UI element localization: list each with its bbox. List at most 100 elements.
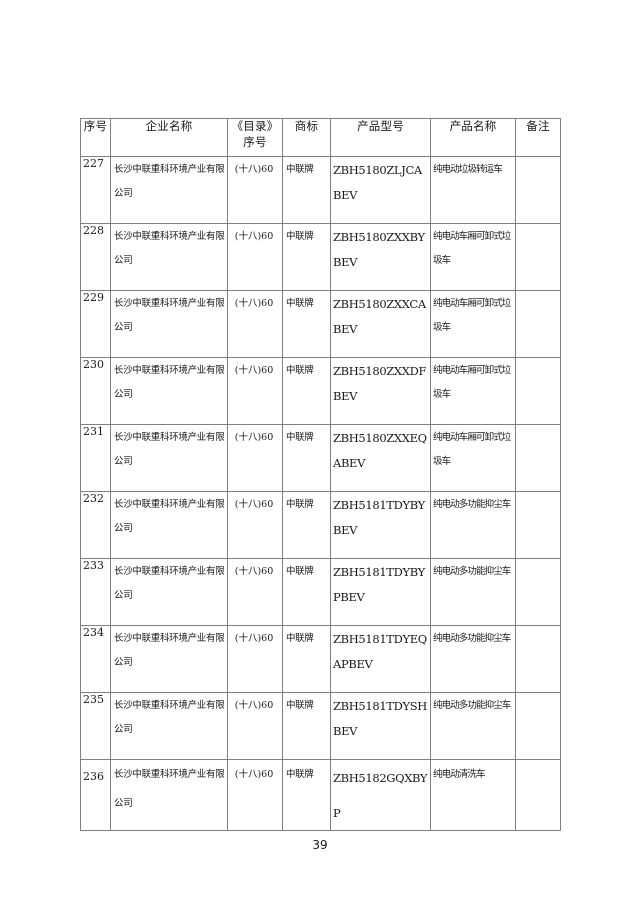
cell-product-text: 纯电动清洗车 (433, 769, 486, 780)
cell-company: 长沙中联重科环境产业有限公司 (110, 156, 228, 224)
cell-remark (515, 692, 561, 760)
column-header-seq-line-1: 序号 (83, 119, 108, 133)
cell-seq-text: 229 (83, 291, 104, 304)
cell-remark-text (516, 626, 560, 627)
cell-remark-text (516, 760, 560, 761)
cell-seq: 228 (80, 223, 111, 291)
cell-brand-text: 中联牌 (286, 769, 314, 780)
cell-product-text: 纯电动车厢可卸式垃圾车 (433, 365, 511, 401)
column-header-product: 产品名称 (430, 118, 516, 157)
table-row: 229 长沙中联重科环境产业有限公司 (十八)60 中联牌 ZBH5180ZXX… (80, 290, 561, 358)
cell-seq-text: 236 (83, 770, 104, 783)
table-header-row: 序号 企业名称 《目录》 序号 商标 产品型号 (80, 118, 561, 157)
column-header-seq: 序号 (80, 118, 111, 157)
cell-catalog: (十八)60 (227, 290, 283, 358)
cell-seq-text: 235 (83, 693, 104, 706)
cell-remark-text (516, 693, 560, 694)
column-header-model: 产品型号 (330, 118, 431, 157)
cell-company-text: 长沙中联重科环境产业有限公司 (114, 566, 225, 602)
cell-brand: 中联牌 (282, 759, 331, 831)
cell-model: ZBH5182GQXBYP (330, 759, 431, 831)
cell-product-text: 纯电动车厢可卸式垃圾车 (433, 298, 511, 334)
cell-model: ZBH5180ZXXBYBEV (330, 223, 431, 291)
cell-product: 纯电动多功能抑尘车 (430, 491, 516, 559)
cell-model-text: ZBH5181TDYBYBEV (333, 498, 425, 537)
cell-company-text: 长沙中联重科环境产业有限公司 (114, 298, 225, 334)
vehicle-catalog-table: 序号 企业名称 《目录》 序号 商标 产品型号 (80, 118, 561, 831)
column-header-brand: 商标 (282, 118, 331, 157)
cell-product: 纯电动车厢可卸式垃圾车 (430, 290, 516, 358)
cell-company-text: 长沙中联重科环境产业有限公司 (114, 499, 225, 535)
cell-model: ZBH5180ZXXCABEV (330, 290, 431, 358)
column-header-model-line-1: 产品型号 (357, 119, 404, 133)
cell-model: ZBH5180ZLJCABEV (330, 156, 431, 224)
cell-company-text: 长沙中联重科环境产业有限公司 (114, 432, 225, 468)
cell-catalog-text: (十八)60 (234, 633, 274, 644)
cell-seq-text: 231 (83, 425, 104, 438)
cell-brand: 中联牌 (282, 290, 331, 358)
cell-seq: 232 (80, 491, 111, 559)
cell-brand-text: 中联牌 (286, 365, 314, 376)
cell-company: 长沙中联重科环境产业有限公司 (110, 223, 228, 291)
cell-model-text: ZBH5181TDYEQAPBEV (333, 632, 427, 671)
cell-model-text: ZBH5180ZXXEQABEV (333, 431, 427, 470)
cell-brand-text: 中联牌 (286, 432, 314, 443)
cell-company: 长沙中联重科环境产业有限公司 (110, 625, 228, 693)
cell-brand-text: 中联牌 (286, 566, 314, 577)
cell-catalog: (十八)60 (227, 692, 283, 760)
cell-catalog: (十八)60 (227, 558, 283, 626)
cell-company-text: 长沙中联重科环境产业有限公司 (114, 633, 225, 669)
column-header-remark: 备注 (515, 118, 561, 157)
cell-remark (515, 558, 561, 626)
cell-company-text: 长沙中联重科环境产业有限公司 (114, 365, 225, 401)
cell-model-text: ZBH5181TDYSHBEV (333, 699, 427, 738)
cell-brand: 中联牌 (282, 424, 331, 492)
cell-seq: 236 (80, 759, 111, 831)
cell-catalog-text: (十八)60 (234, 432, 274, 443)
cell-product-text: 纯电动车厢可卸式垃圾车 (433, 231, 511, 267)
cell-product-text: 纯电动车厢可卸式垃圾车 (433, 432, 511, 468)
cell-company: 长沙中联重科环境产业有限公司 (110, 558, 228, 626)
cell-brand: 中联牌 (282, 558, 331, 626)
column-header-company-line-1: 企业名称 (145, 119, 193, 133)
cell-brand-text: 中联牌 (286, 499, 314, 510)
cell-catalog-text: (十八)60 (234, 298, 274, 309)
cell-model-text: ZBH5181TDYBYPBEV (333, 565, 425, 604)
cell-model: ZBH5180ZXXEQABEV (330, 424, 431, 492)
cell-model-text: ZBH5182GQXBYP (333, 771, 428, 820)
cell-seq: 235 (80, 692, 111, 760)
table-row: 227 长沙中联重科环境产业有限公司 (十八)60 中联牌 ZBH5180ZLJ… (80, 156, 561, 224)
cell-remark-text (516, 291, 560, 292)
cell-company: 长沙中联重科环境产业有限公司 (110, 491, 228, 559)
cell-brand: 中联牌 (282, 491, 331, 559)
table-row: 230 长沙中联重科环境产业有限公司 (十八)60 中联牌 ZBH5180ZXX… (80, 357, 561, 425)
column-header-company: 企业名称 (110, 118, 228, 157)
cell-seq: 234 (80, 625, 111, 693)
vehicle-catalog-table-wrapper: 序号 企业名称 《目录》 序号 商标 产品型号 (80, 118, 561, 831)
cell-product: 纯电动多功能抑尘车 (430, 692, 516, 760)
column-header-catalog-line-1: 《目录》 (231, 119, 279, 133)
cell-model: ZBH5180ZXXDFBEV (330, 357, 431, 425)
cell-product: 纯电动车厢可卸式垃圾车 (430, 223, 516, 291)
cell-remark-text (516, 224, 560, 225)
cell-product: 纯电动多功能抑尘车 (430, 558, 516, 626)
cell-product: 纯电动多功能抑尘车 (430, 625, 516, 693)
cell-company: 长沙中联重科环境产业有限公司 (110, 290, 228, 358)
cell-company: 长沙中联重科环境产业有限公司 (110, 759, 228, 831)
cell-model: ZBH5181TDYBYBEV (330, 491, 431, 559)
cell-model-text: ZBH5180ZXXDFBEV (333, 364, 427, 403)
cell-remark-text (516, 358, 560, 359)
cell-remark (515, 625, 561, 693)
cell-seq: 233 (80, 558, 111, 626)
cell-catalog: (十八)60 (227, 625, 283, 693)
cell-catalog-text: (十八)60 (234, 164, 274, 175)
cell-remark (515, 491, 561, 559)
cell-remark (515, 156, 561, 224)
cell-company-text: 长沙中联重科环境产业有限公司 (114, 769, 225, 809)
cell-product-text: 纯电动多功能抑尘车 (433, 633, 511, 644)
cell-model-text: ZBH5180ZXXCABEV (333, 297, 426, 336)
cell-brand: 中联牌 (282, 692, 331, 760)
cell-remark-text (516, 559, 560, 560)
cell-remark (515, 424, 561, 492)
